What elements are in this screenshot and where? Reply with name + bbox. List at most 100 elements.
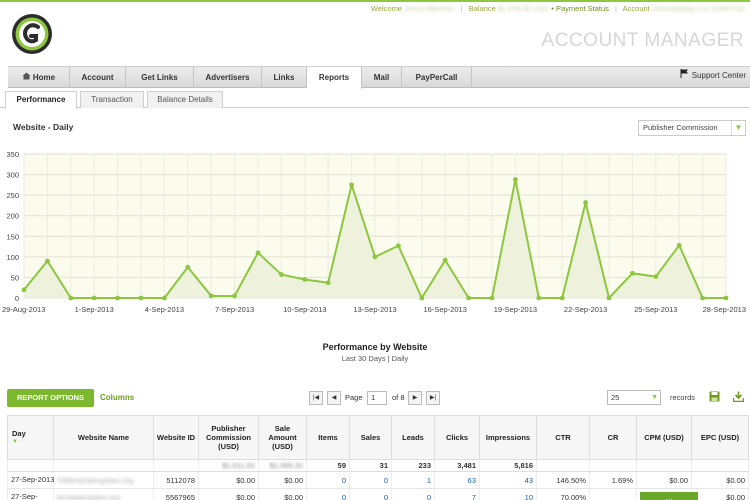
payment-status-link[interactable]: • Payment Status (551, 4, 609, 13)
nav-mail[interactable]: Mail (362, 67, 402, 88)
col-day[interactable]: Day ▼ (7, 415, 54, 460)
cell-epc: $0.00 (691, 488, 749, 500)
tab-transaction[interactable]: Transaction (80, 91, 144, 108)
cell-impressions[interactable]: 10 (479, 488, 537, 500)
data-point (676, 242, 682, 248)
cell-commission: $0.00 (198, 471, 259, 489)
data-point (91, 295, 97, 301)
account-info: Welcome Jonny Atkinson | Balance $1,978.… (370, 4, 744, 13)
data-point (325, 280, 331, 286)
cell-website: YBBestDatingSites.org (53, 471, 154, 489)
data-point (513, 177, 518, 182)
data-point (630, 270, 635, 276)
x-tick-label: 28-Sep-2013 (703, 305, 746, 314)
data-point (349, 182, 354, 188)
col-items[interactable]: Items (306, 415, 350, 460)
col-website-name[interactable]: Website Name (53, 415, 154, 460)
nav-advertisers[interactable]: Advertisers (194, 67, 262, 88)
x-tick-label: 1-Sep-2013 (75, 305, 114, 314)
page-label: Page (345, 393, 363, 402)
cell-impressions[interactable]: 43 (479, 471, 537, 489)
data-point (68, 295, 74, 301)
data-point (208, 293, 214, 299)
data-point (115, 295, 120, 301)
col-cr[interactable]: CR (589, 415, 637, 460)
cell-leads[interactable]: 1 (391, 471, 435, 489)
cell-website-id: 5567965 (153, 488, 199, 500)
col-sales[interactable]: Sales (349, 415, 392, 460)
col-leads[interactable]: Leads (391, 415, 435, 460)
report-options-button[interactable]: REPORT OPTIONS (7, 389, 94, 407)
columns-link[interactable]: Columns (100, 393, 135, 402)
data-point (162, 295, 167, 301)
x-tick-label: 29-Aug-2013 (2, 305, 45, 314)
cell-clicks[interactable]: 7 (434, 488, 480, 500)
cell-cpm: … (636, 488, 698, 500)
col-clicks[interactable]: Clicks (434, 415, 480, 460)
x-tick-label: 16-Sep-2013 (424, 305, 467, 314)
report-subtabs: Performance Transaction Balance Details (0, 88, 750, 109)
data-point (559, 295, 565, 301)
x-tick-label: 10-Sep-2013 (283, 305, 326, 314)
nav-links[interactable]: Links (262, 67, 307, 88)
nav-account[interactable]: Account (70, 67, 126, 88)
metric-select[interactable]: Publisher Commission ▼ (638, 120, 746, 136)
page-input[interactable]: 1 (367, 391, 387, 405)
nav-home[interactable]: Home (8, 67, 70, 88)
data-point (21, 287, 27, 293)
support-center-label: Support Center (691, 71, 746, 80)
data-point (279, 272, 284, 277)
last-page-icon[interactable]: ▶| (426, 391, 440, 405)
x-tick-label: 19-Sep-2013 (494, 305, 537, 314)
data-point (45, 258, 50, 264)
cell-leads[interactable]: 0 (391, 488, 435, 500)
col-website-id[interactable]: Website ID (153, 415, 199, 460)
data-point (723, 295, 729, 301)
x-tick-label: 22-Sep-2013 (564, 305, 607, 314)
cell-sale-amount: $0.00 (258, 488, 307, 500)
series-area (24, 179, 726, 298)
cell-ctr: 70.00% (536, 488, 590, 500)
data-point (372, 254, 378, 260)
y-tick-label: 200 (6, 212, 19, 221)
data-point (583, 200, 588, 205)
prev-page-icon[interactable]: ◀ (327, 391, 341, 405)
cell-sales[interactable]: 0 (349, 488, 392, 500)
cell-day: 27-Sep- (7, 488, 54, 500)
cell-sales[interactable]: 0 (349, 471, 392, 489)
data-point (396, 243, 401, 249)
nav-reports[interactable]: Reports (307, 67, 362, 89)
col-impressions[interactable]: Impressions (479, 415, 537, 460)
first-page-icon[interactable]: |◀ (309, 391, 323, 405)
tab-performance[interactable]: Performance (5, 91, 77, 109)
cell-epc: $0.00 (691, 471, 749, 489)
col-sale-amount[interactable]: Sale Amount (USD) (258, 415, 307, 460)
cell-items[interactable]: 0 (306, 488, 350, 500)
next-page-icon[interactable]: ▶ (408, 391, 422, 405)
cell-clicks[interactable]: 63 (434, 471, 480, 489)
col-epc[interactable]: EPC (USD) (691, 415, 749, 460)
totals-row: $1,011.02 $1,065.32 59 31 233 3,481 5,81… (7, 459, 749, 472)
cj-logo-icon[interactable] (11, 13, 53, 55)
nav-paypercall[interactable]: PayPerCall (402, 67, 472, 88)
data-point (536, 295, 542, 301)
loading-indicator: … (640, 491, 698, 500)
tab-balance-details[interactable]: Balance Details (147, 91, 223, 108)
per-page-value: 25 (611, 393, 620, 402)
chevron-down-icon: ▼ (651, 394, 658, 401)
col-cpm[interactable]: CPM (USD) (636, 415, 692, 460)
per-page-select[interactable]: 25 ▼ (607, 390, 661, 405)
col-publisher-commission[interactable]: Publisher Commission (USD) (198, 415, 259, 460)
x-tick-label: 4-Sep-2013 (145, 305, 184, 314)
support-center-link[interactable]: Support Center (680, 67, 746, 85)
x-tick-label: 13-Sep-2013 (353, 305, 396, 314)
total-leads: 233 (391, 459, 435, 472)
nav-get-links[interactable]: Get Links (126, 67, 194, 88)
cell-items[interactable]: 0 (306, 471, 350, 489)
download-icon[interactable] (732, 391, 745, 403)
data-point (232, 293, 238, 299)
save-icon[interactable] (709, 391, 720, 402)
y-tick-label: 150 (6, 232, 19, 241)
top-info-bar: Welcome Jonny Atkinson | Balance $1,978.… (0, 0, 750, 14)
col-ctr[interactable]: CTR (536, 415, 590, 460)
